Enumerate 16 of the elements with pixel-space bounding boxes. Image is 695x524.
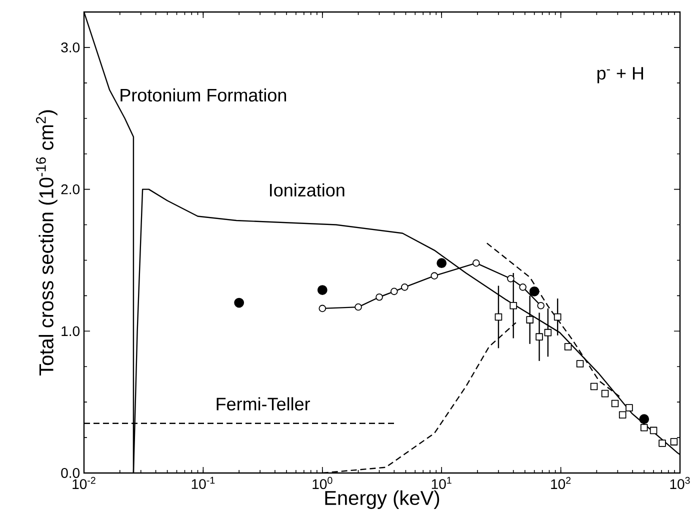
annotation: Ionization [270, 183, 344, 197]
y-axis-title: Total cross section (10$^{-16}$ cm$^{2}$) [36, 110, 58, 376]
x-tick-label: 10$^{1}$ [432, 476, 452, 490]
y-tick-label: 1.0 [62, 326, 80, 336]
annotation: Protonium Formation [120, 88, 286, 102]
x-tick-label: 10$^{2}$ [551, 476, 571, 490]
x-axis-title: Energy (keV) [325, 490, 440, 509]
annotation: p$^{-}$ + H [597, 67, 644, 84]
annotation: Fermi-Teller [216, 397, 310, 410]
x-tick-label: 10$^{-2}$ [72, 476, 96, 490]
y-tick-label: 0.0 [61, 468, 80, 478]
x-tick-label: 10$^{3}$ [670, 476, 690, 490]
y-tick-label: 2.0 [61, 184, 80, 194]
x-tick-label: 10$^{0}$ [312, 476, 332, 490]
y-tick-label: 3.0 [61, 42, 80, 52]
x-tick-label: 10$^{-1}$ [192, 476, 215, 490]
